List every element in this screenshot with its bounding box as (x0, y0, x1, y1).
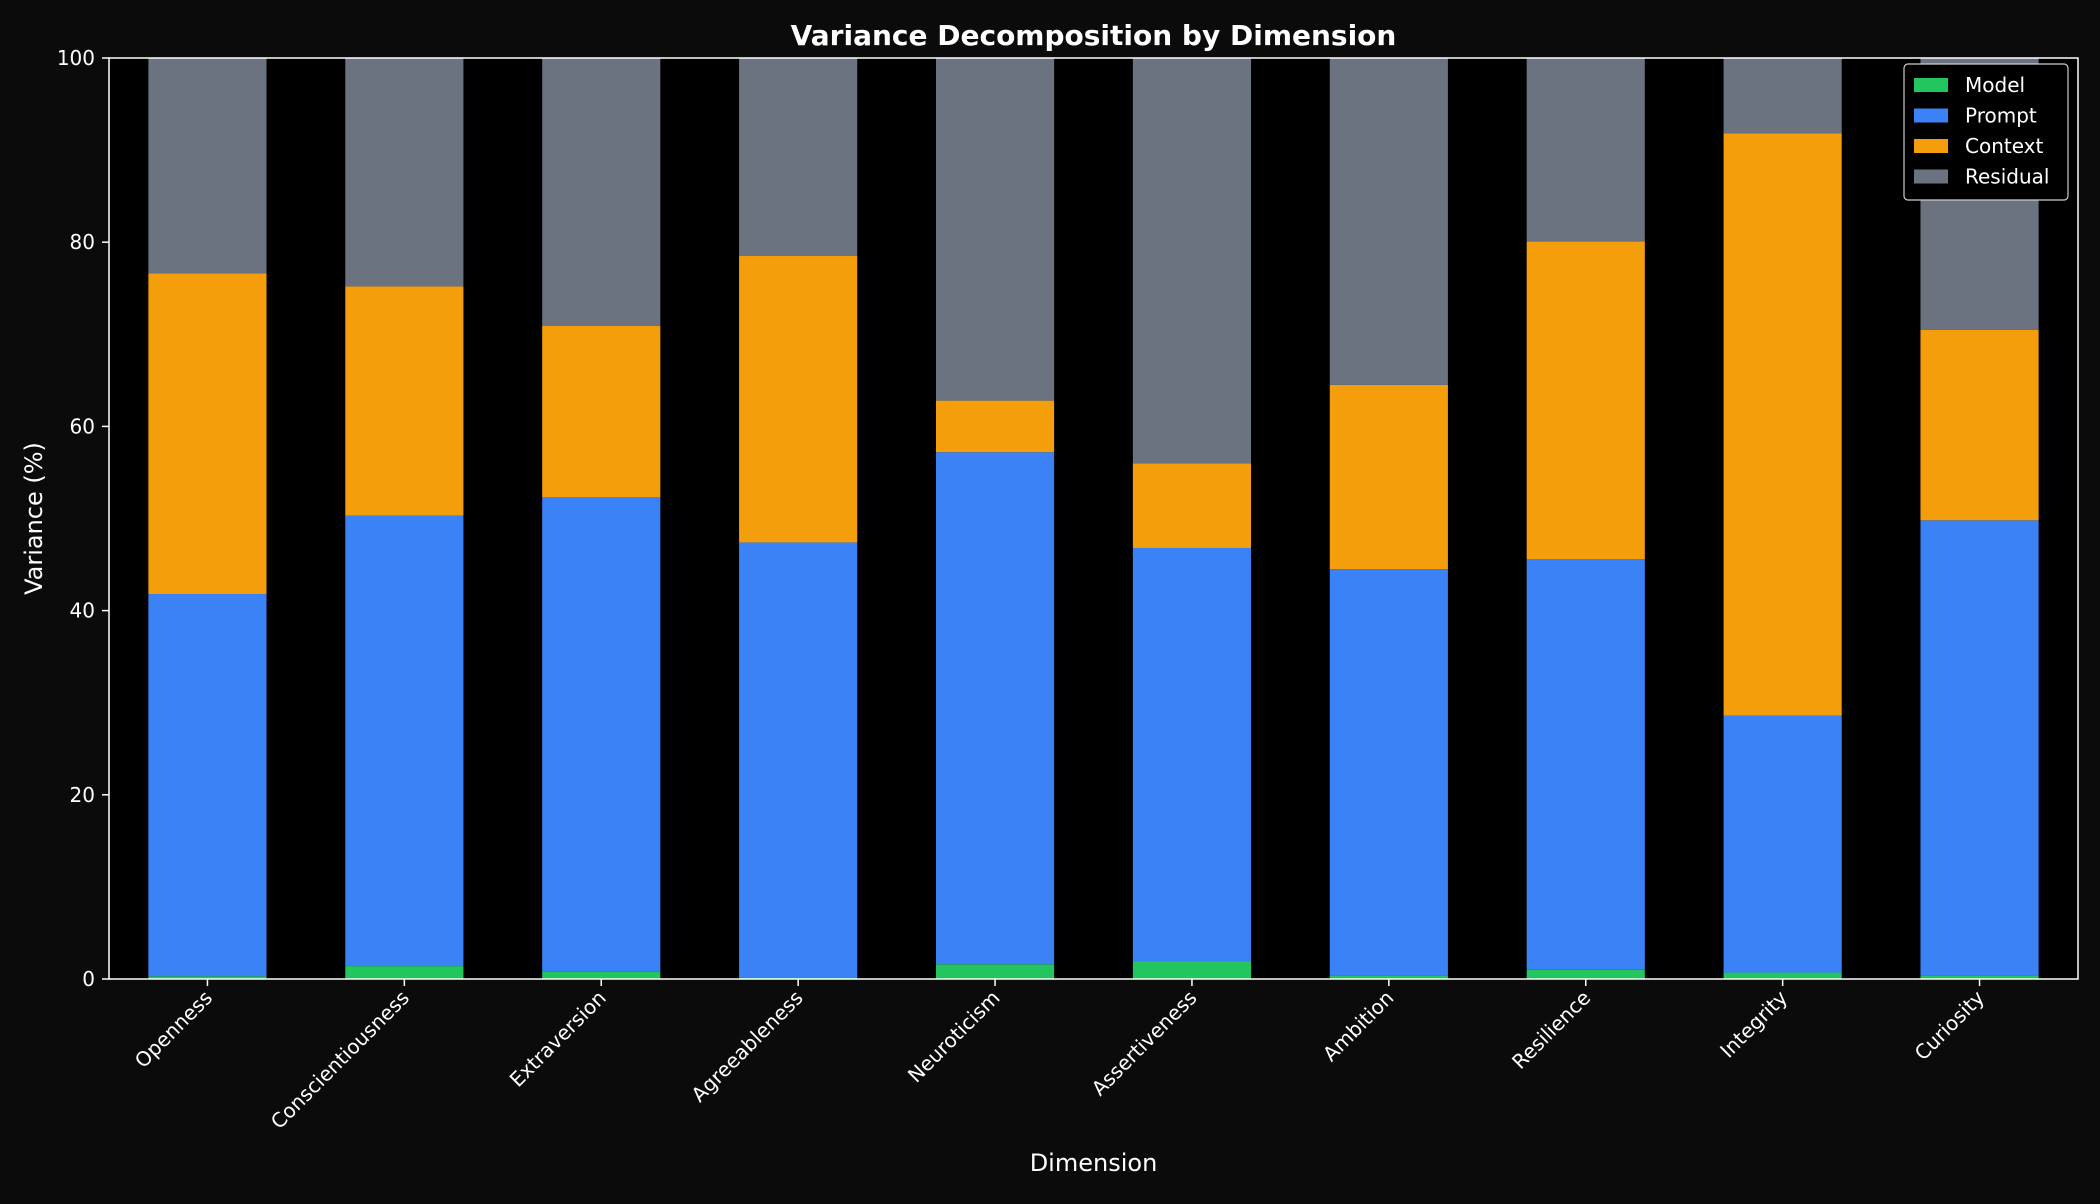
y-tick-label: 0 (82, 967, 95, 991)
legend-swatch-model (1914, 78, 1948, 92)
bar-prompt-neuroticism (935, 452, 1055, 965)
y-tick-label: 20 (70, 783, 95, 807)
x-tick-label: Extraversion (505, 986, 611, 1092)
bar-context-integrity (1723, 133, 1842, 716)
legend-label-context: Context (1965, 134, 2044, 158)
bar-residual-assertiveness (1132, 58, 1252, 464)
bar-residual-resilience (1526, 58, 1645, 242)
bar-model-curiosity (1920, 975, 2039, 979)
bar-residual-neuroticism (935, 58, 1055, 401)
bar-context-ambition (1329, 384, 1448, 570)
y-tick-label: 100 (57, 46, 95, 70)
x-tick-label: Openness (130, 986, 217, 1073)
bar-prompt-integrity (1723, 715, 1842, 973)
x-tick-label: Assertiveness (1087, 986, 1202, 1101)
y-axis: 0 20 40 60 80 100 (57, 46, 109, 991)
legend-label-residual: Residual (1965, 165, 2049, 189)
y-tick-label: 40 (70, 599, 95, 623)
x-tick-label: Neuroticism (903, 986, 1005, 1088)
x-tick-label: Ambition (1318, 986, 1398, 1066)
legend-swatch-prompt (1914, 108, 1948, 123)
bar-prompt-openness (148, 594, 267, 977)
bar-context-agreeableness (739, 256, 858, 543)
x-tick-label: Agreeableness (686, 986, 807, 1107)
bar-model-resilience (1526, 969, 1645, 979)
legend-swatch-residual (1914, 169, 1948, 184)
y-tick-label: 60 (70, 414, 95, 438)
plot-frame (108, 57, 2079, 980)
bar-model-conscientiousness (345, 966, 464, 979)
bar-prompt-resilience (1526, 559, 1645, 970)
bar-prompt-ambition (1329, 569, 1448, 976)
bar-context-conscientiousness (345, 286, 464, 516)
bar-context-curiosity (1920, 329, 2039, 521)
x-tick-label: Integrity (1715, 985, 1792, 1062)
bar-model-assertiveness (1132, 961, 1252, 979)
bar-model-ambition (1329, 975, 1448, 979)
bar-model-agreeableness (739, 977, 858, 979)
y-axis-label: Variance (%) (20, 442, 48, 595)
bar-context-neuroticism (935, 400, 1055, 453)
bar-context-resilience (1526, 241, 1645, 560)
x-axis-label: Dimension (1030, 1149, 1158, 1177)
bar-model-extraversion (542, 971, 661, 979)
bar-prompt-conscientiousness (345, 515, 464, 967)
legend-label-model: Model (1965, 73, 2025, 97)
bars-group (148, 58, 2039, 979)
legend: Model Prompt Context Residual (1903, 63, 2069, 201)
bar-model-neuroticism (935, 964, 1055, 979)
x-tick-label: Conscientiousness (266, 986, 414, 1134)
bar-prompt-agreeableness (739, 542, 858, 978)
bar-prompt-assertiveness (1132, 547, 1252, 962)
bar-residual-ambition (1329, 58, 1448, 385)
bar-residual-extraversion (542, 58, 661, 327)
legend-label-prompt: Prompt (1965, 104, 2037, 128)
bar-context-openness (148, 273, 267, 595)
bar-residual-openness (148, 58, 267, 274)
legend-swatch-context (1914, 139, 1948, 153)
bar-prompt-extraversion (542, 497, 661, 972)
chart-title: Variance Decomposition by Dimension (791, 19, 1397, 52)
bar-residual-integrity (1723, 58, 1842, 134)
bar-model-openness (148, 976, 267, 979)
x-tick-label: Curiosity (1910, 985, 1990, 1065)
bar-context-assertiveness (1132, 463, 1252, 548)
bar-context-extraversion (542, 326, 661, 498)
bar-model-integrity (1723, 972, 1842, 979)
y-tick-label: 80 (70, 230, 95, 254)
legend-box (1903, 63, 2069, 201)
bar-prompt-curiosity (1920, 520, 2039, 976)
bar-residual-conscientiousness (345, 58, 464, 287)
x-tick-label: Resilience (1507, 986, 1595, 1074)
bar-residual-agreeableness (739, 58, 858, 257)
x-axis: Openness Conscientiousness Extraversion Agr… (130, 979, 1989, 1134)
